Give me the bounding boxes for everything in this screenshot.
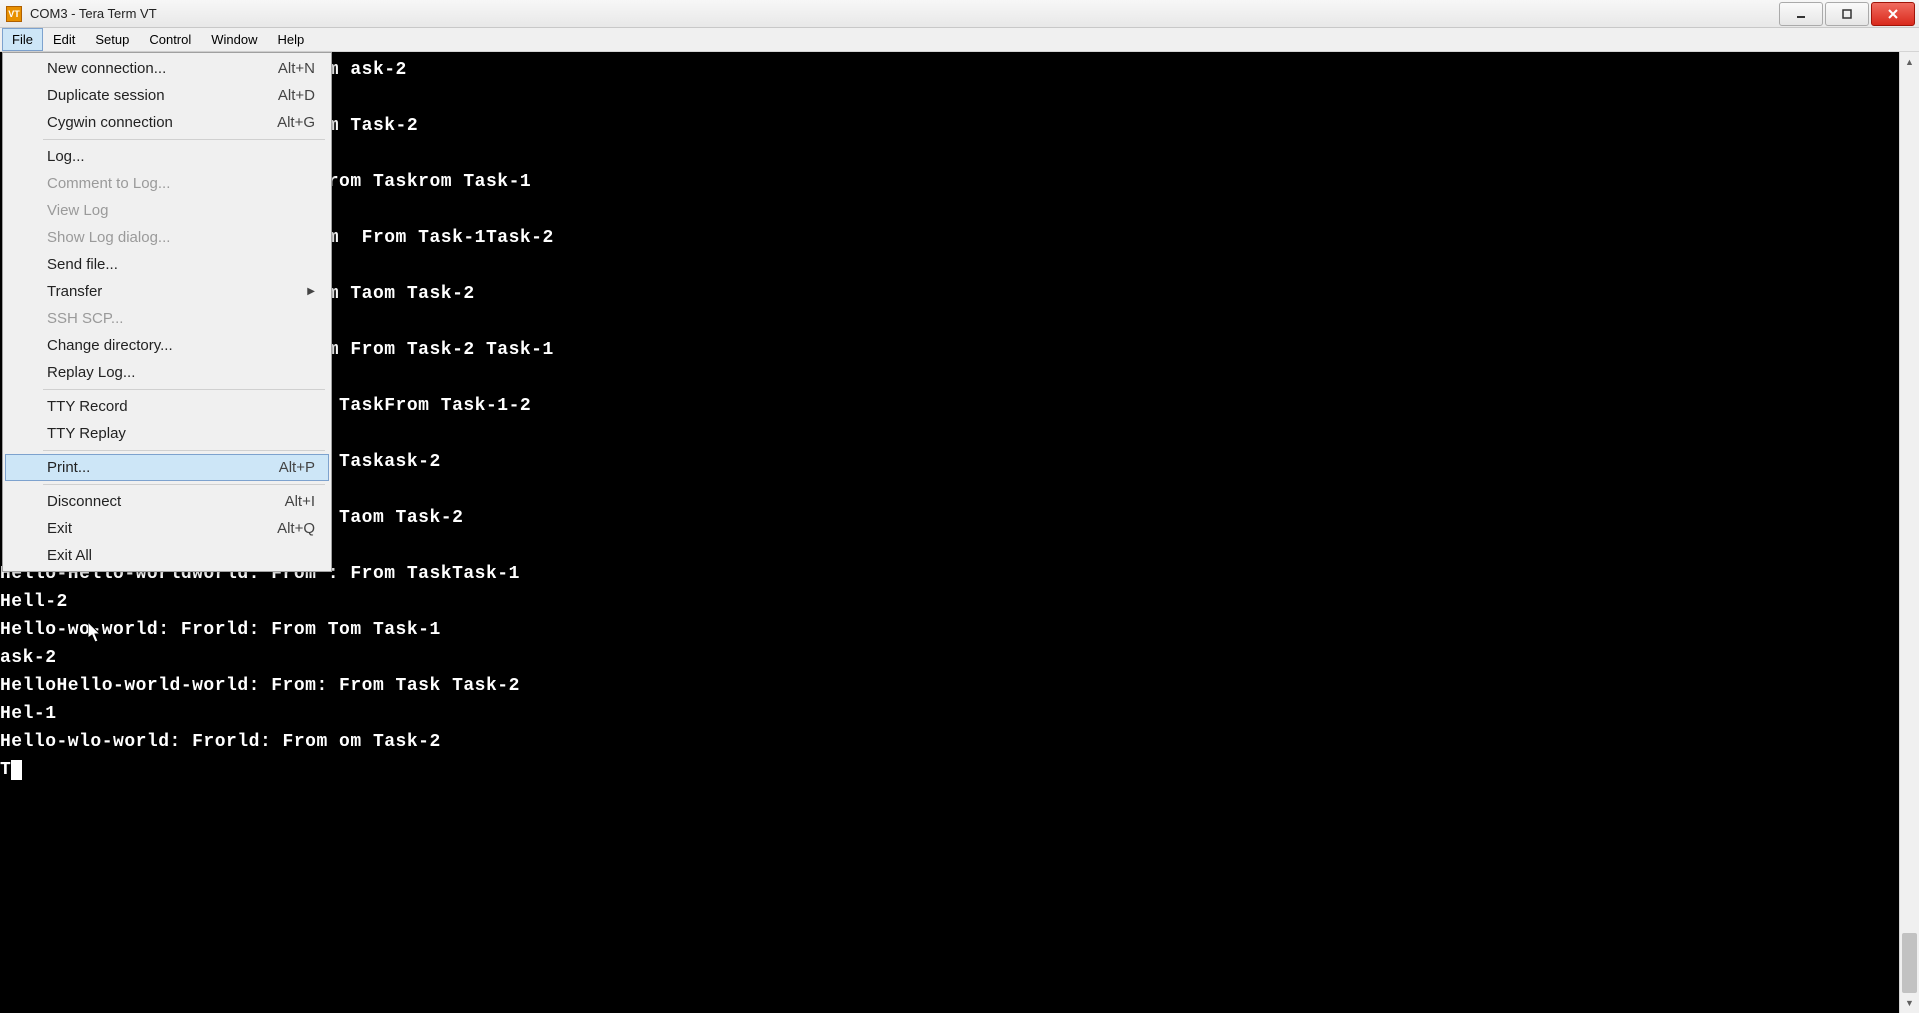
terminal-line: ask-2 — [0, 644, 1919, 672]
close-icon — [1888, 9, 1898, 19]
menu-item-label: Comment to Log... — [47, 175, 170, 192]
minimize-button[interactable] — [1779, 2, 1823, 26]
menu-item-new-connection[interactable]: New connection... Alt+N — [5, 55, 329, 82]
menu-item-label: Exit — [47, 520, 72, 537]
window-title: COM3 - Tera Term VT — [30, 6, 157, 21]
menu-edit[interactable]: Edit — [43, 28, 85, 51]
terminal-line: HelloHello-world-world: From: From Task … — [0, 672, 1919, 700]
menu-item-transfer[interactable]: Transfer ▶ — [5, 278, 329, 305]
menu-shortcut: Alt+G — [277, 114, 315, 131]
menu-item-print[interactable]: Print... Alt+P — [5, 454, 329, 481]
menu-separator — [43, 484, 325, 485]
menu-item-label: Print... — [47, 459, 90, 476]
app-icon: VT — [6, 6, 22, 22]
menu-item-label: Cygwin connection — [47, 114, 173, 131]
maximize-icon — [1842, 9, 1852, 19]
file-menu-dropdown: New connection... Alt+N Duplicate session A… — [2, 52, 332, 572]
menu-item-tty-replay[interactable]: TTY Replay — [5, 420, 329, 447]
menu-item-exit[interactable]: Exit Alt+Q — [5, 515, 329, 542]
menu-item-label: TTY Record — [47, 398, 128, 415]
scroll-track[interactable] — [1900, 72, 1919, 993]
menu-separator — [43, 450, 325, 451]
menu-item-ssh-scp: SSH SCP... — [5, 305, 329, 332]
menu-file[interactable]: File — [2, 28, 43, 51]
menu-item-change-directory[interactable]: Change directory... — [5, 332, 329, 359]
scroll-up-button[interactable]: ▲ — [1900, 52, 1919, 72]
menu-item-label: Send file... — [47, 256, 118, 273]
terminal-line: Hello-wo-world: Frorld: From Tom Task-1 — [0, 616, 1919, 644]
titlebar: VT COM3 - Tera Term VT — [0, 0, 1919, 28]
menu-item-label: TTY Replay — [47, 425, 126, 442]
menu-item-log[interactable]: Log... — [5, 143, 329, 170]
menu-shortcut: Alt+Q — [277, 520, 315, 537]
menu-shortcut: Alt+P — [279, 459, 315, 476]
terminal-line: Hel-1 — [0, 700, 1919, 728]
menu-item-send-file[interactable]: Send file... — [5, 251, 329, 278]
menu-separator — [43, 139, 325, 140]
menu-shortcut: Alt+N — [278, 60, 315, 77]
menu-item-duplicate-session[interactable]: Duplicate session Alt+D — [5, 82, 329, 109]
menu-help[interactable]: Help — [268, 28, 315, 51]
menu-item-label: Log... — [47, 148, 85, 165]
terminal-line: T — [0, 756, 1919, 784]
menu-shortcut: Alt+D — [278, 87, 315, 104]
scrollbar[interactable]: ▲ ▼ — [1899, 52, 1919, 1013]
terminal-line: Hell-2 — [0, 588, 1919, 616]
menu-setup[interactable]: Setup — [85, 28, 139, 51]
menu-separator — [43, 389, 325, 390]
menu-item-replay-log[interactable]: Replay Log... — [5, 359, 329, 386]
menu-item-label: Disconnect — [47, 493, 121, 510]
menu-item-disconnect[interactable]: Disconnect Alt+I — [5, 488, 329, 515]
menu-item-label: Transfer — [47, 283, 102, 300]
terminal-cursor — [11, 760, 22, 780]
menu-item-view-log: View Log — [5, 197, 329, 224]
menu-item-label: New connection... — [47, 60, 166, 77]
window-controls — [1779, 2, 1919, 26]
menu-item-tty-record[interactable]: TTY Record — [5, 393, 329, 420]
menu-item-label: View Log — [47, 202, 108, 219]
close-button[interactable] — [1871, 2, 1915, 26]
menu-item-show-log-dialog: Show Log dialog... — [5, 224, 329, 251]
menu-item-label: Duplicate session — [47, 87, 165, 104]
scroll-down-button[interactable]: ▼ — [1900, 993, 1919, 1013]
menu-window[interactable]: Window — [201, 28, 267, 51]
submenu-arrow-icon: ▶ — [307, 286, 315, 297]
menu-item-label: Show Log dialog... — [47, 229, 170, 246]
minimize-icon — [1796, 9, 1806, 19]
maximize-button[interactable] — [1825, 2, 1869, 26]
menu-item-comment-to-log: Comment to Log... — [5, 170, 329, 197]
menu-shortcut: Alt+I — [285, 493, 315, 510]
menu-item-label: Replay Log... — [47, 364, 135, 381]
menu-item-cygwin-connection[interactable]: Cygwin connection Alt+G — [5, 109, 329, 136]
menu-item-label: Change directory... — [47, 337, 173, 354]
terminal-line: Hello-wlo-world: Frorld: From om Task-2 — [0, 728, 1919, 756]
scroll-thumb[interactable] — [1902, 933, 1917, 993]
menu-item-exit-all[interactable]: Exit All — [5, 542, 329, 569]
menu-item-label: SSH SCP... — [47, 310, 123, 327]
menu-item-label: Exit All — [47, 547, 92, 564]
menu-control[interactable]: Control — [139, 28, 201, 51]
menubar: FileEditSetupControlWindowHelp — [0, 28, 1919, 52]
